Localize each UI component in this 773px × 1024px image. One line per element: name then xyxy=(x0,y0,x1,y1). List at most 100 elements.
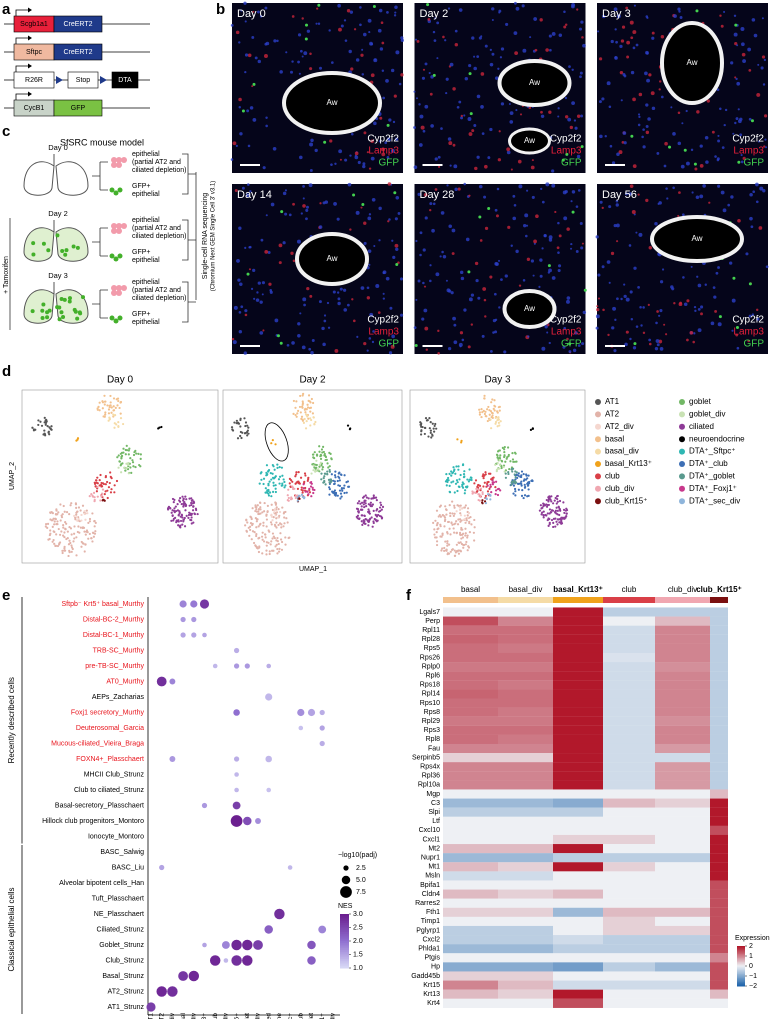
umap-point xyxy=(453,532,455,534)
construct-label: CreERT2 xyxy=(63,49,92,56)
nucleus xyxy=(471,129,474,132)
umap-point xyxy=(117,400,119,402)
heat-cell xyxy=(603,671,655,680)
heat-cell xyxy=(710,808,728,817)
gfp-dot xyxy=(55,233,59,237)
umap-point xyxy=(497,425,499,427)
umap-point xyxy=(195,508,197,510)
nucleus xyxy=(233,340,237,344)
nucleus xyxy=(333,290,336,293)
umap-point xyxy=(110,401,112,403)
umap-point xyxy=(449,485,451,487)
gene-label: Serpinb5 xyxy=(412,754,440,761)
umap-point xyxy=(233,421,235,423)
nucleus xyxy=(690,331,694,335)
nucleus xyxy=(353,320,356,323)
heat-cell xyxy=(553,680,603,689)
umap-point xyxy=(318,470,320,472)
nucleus xyxy=(678,142,682,146)
column-label: goblet_div xyxy=(255,1012,262,1019)
nucleus xyxy=(645,51,649,55)
nucleus xyxy=(303,51,307,55)
umap-point xyxy=(126,445,128,447)
umap-point xyxy=(83,510,85,512)
umap-point xyxy=(330,478,332,480)
umap-point xyxy=(120,464,122,466)
nucleus xyxy=(303,197,305,199)
umap-point xyxy=(75,512,77,514)
umap-point xyxy=(319,455,321,457)
heat-cell xyxy=(710,981,728,990)
umap-point xyxy=(364,523,366,525)
nucleus xyxy=(599,57,602,60)
umap-point xyxy=(552,502,554,504)
dot xyxy=(146,1002,155,1011)
nucleus xyxy=(540,18,543,21)
nucleus xyxy=(354,28,356,30)
nucleus xyxy=(461,277,464,280)
heat-cell xyxy=(710,635,728,644)
legend-label: AT2 xyxy=(605,410,620,419)
heat-cell xyxy=(553,789,603,798)
umap-point xyxy=(358,500,360,502)
umap-point xyxy=(62,513,64,515)
umap-point xyxy=(273,516,275,518)
umap-point xyxy=(497,462,499,464)
umap-point xyxy=(341,496,343,498)
umap-point xyxy=(357,515,359,517)
umap-point xyxy=(264,533,266,535)
epi-cell xyxy=(116,162,122,168)
heat-cell xyxy=(710,662,728,671)
heat-cell xyxy=(655,662,710,671)
nucleus xyxy=(596,235,599,238)
stain-label: GFP xyxy=(561,339,582,350)
nucleus xyxy=(642,306,645,309)
umap-point xyxy=(555,521,557,523)
umap-point xyxy=(262,525,264,527)
umap-point xyxy=(313,464,315,466)
umap-point xyxy=(91,512,93,514)
umap-point xyxy=(275,488,277,490)
heat-cell xyxy=(710,708,728,717)
legend-swatch xyxy=(595,461,601,467)
umap-point xyxy=(160,426,162,428)
heat-cell xyxy=(443,999,498,1008)
umap-point xyxy=(171,512,173,514)
nucleus xyxy=(497,68,499,70)
umap-point xyxy=(314,421,316,423)
nucleus xyxy=(299,73,301,75)
nucleus xyxy=(460,331,463,334)
legend-swatch xyxy=(595,424,601,430)
nucleus xyxy=(434,39,437,42)
nucleus xyxy=(639,93,642,96)
nucleus xyxy=(734,122,736,124)
nucleus xyxy=(415,39,417,41)
umap-point xyxy=(99,474,101,476)
nucleus xyxy=(659,309,662,312)
nucleus xyxy=(612,307,616,311)
nucleus xyxy=(425,62,428,65)
umap-point xyxy=(480,416,482,418)
umap-point xyxy=(479,414,481,416)
umap-point xyxy=(311,398,313,400)
heat-cell xyxy=(655,935,710,944)
nucleus xyxy=(700,312,703,315)
umap-point xyxy=(33,429,35,431)
umap-point xyxy=(255,526,257,528)
dot xyxy=(299,726,304,731)
umap-point xyxy=(453,469,455,471)
nucleus xyxy=(465,77,468,80)
nucleus xyxy=(663,324,665,326)
nucleus xyxy=(468,64,471,67)
umap-point xyxy=(129,457,131,459)
nucleus xyxy=(559,34,562,37)
umap-point xyxy=(299,395,301,397)
heat-cell xyxy=(603,871,655,880)
nucleus xyxy=(664,142,668,146)
nucleus xyxy=(422,282,425,285)
umap-point xyxy=(247,430,249,432)
nucleus xyxy=(360,207,362,209)
gene-label: Rpl36 xyxy=(422,773,440,780)
nucleus xyxy=(249,268,251,270)
legend-swatch xyxy=(595,486,601,492)
